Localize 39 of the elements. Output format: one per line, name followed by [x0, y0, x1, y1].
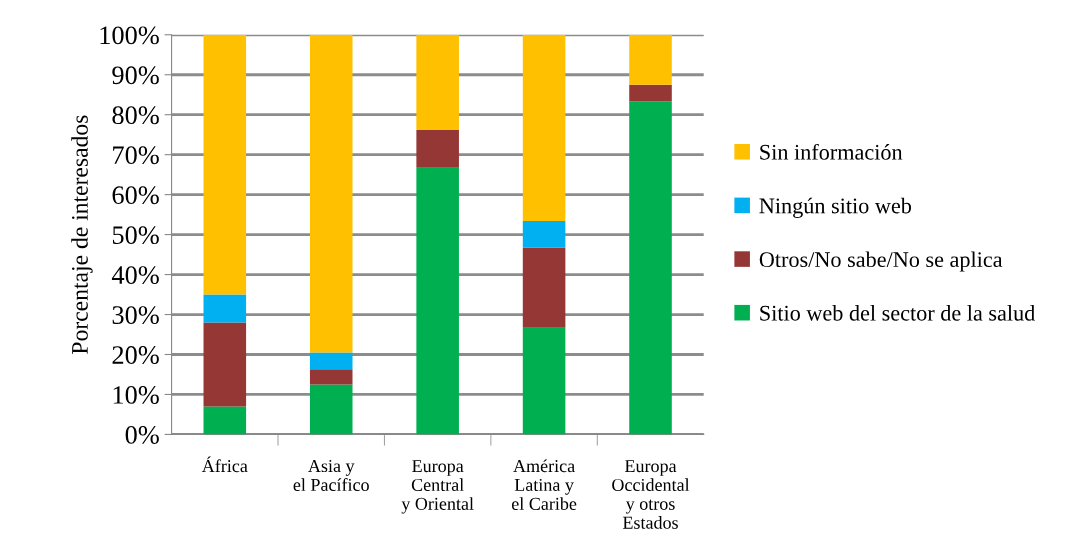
y-axis-title: Porcentaje de interesados [71, 115, 93, 354]
y-tick-label: 100% [100, 26, 159, 45]
legend-label: Otros/No sabe/No se aplica [759, 251, 1003, 272]
legend-label: Ningún sitio web [759, 197, 912, 218]
bar [309, 384, 353, 435]
bar [522, 34, 566, 222]
y-tick-label: 10% [113, 386, 159, 404]
bar [522, 247, 566, 328]
bar [203, 294, 247, 323]
legend-label: Sitio web del sector de la salud [760, 305, 1036, 321]
x-tick-label: América Latina y el Caribe [511, 459, 577, 510]
x-tick-label: Asia y el Pacífico [293, 459, 369, 492]
y-tick-label: 0% [125, 426, 159, 444]
y-tick-label: 90% [112, 66, 159, 85]
y-tick-label: 80% [112, 106, 159, 125]
bar [522, 221, 566, 248]
y-tick-label: 70% [113, 146, 159, 165]
legend-label: Sin información [760, 143, 903, 160]
y-tick-label: 50% [112, 226, 159, 245]
x-tick-label: África [201, 456, 248, 473]
y-tick-label: 60% [112, 186, 159, 205]
bar [309, 352, 353, 370]
bar [522, 327, 566, 435]
bar [629, 34, 672, 85]
y-tick-label: 30% [112, 306, 159, 325]
bar [416, 34, 459, 130]
bar [203, 322, 247, 407]
bar [629, 84, 672, 102]
bar [416, 167, 459, 435]
y-tick-label: 20% [112, 346, 159, 364]
bar [309, 369, 353, 385]
bar [203, 34, 247, 295]
y-tick-label: 40% [111, 266, 159, 285]
bar [309, 34, 353, 353]
bar [416, 129, 459, 168]
x-tick-label: Europa Central y Oriental [401, 460, 474, 514]
x-tick-label: Europa Occidental y otros Estados [612, 460, 690, 529]
bar [203, 406, 247, 435]
bar [629, 101, 672, 435]
